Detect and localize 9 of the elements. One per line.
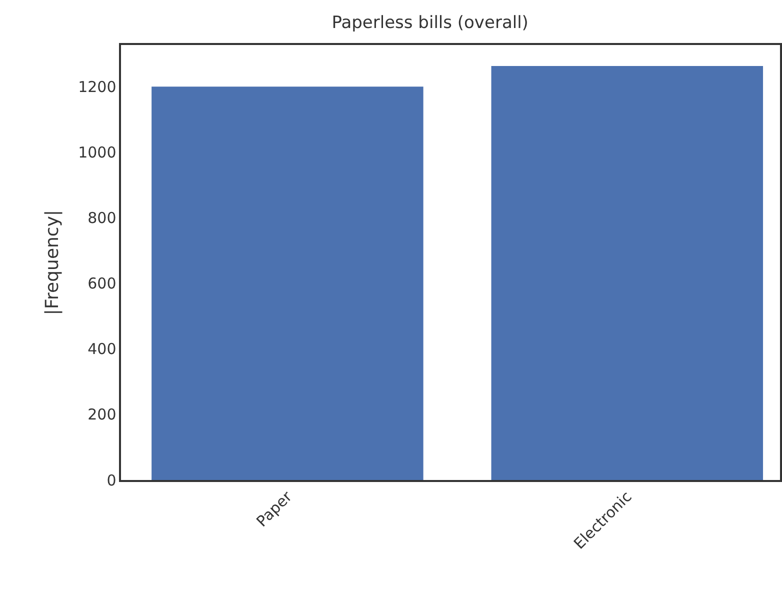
y-tick-label: 600 [88, 274, 116, 293]
y-tick-label: 400 [88, 340, 116, 358]
y-tick-label: 200 [88, 406, 116, 424]
chart-title: Paperless bills (overall) [332, 12, 528, 33]
y-tick-label: 800 [88, 209, 116, 227]
y-tick-label: 0 [106, 471, 116, 490]
y-tick-label: 1200 [78, 78, 116, 96]
y-tick-label: 1000 [78, 143, 116, 162]
y-axis-title: |Frequency| [42, 210, 63, 316]
